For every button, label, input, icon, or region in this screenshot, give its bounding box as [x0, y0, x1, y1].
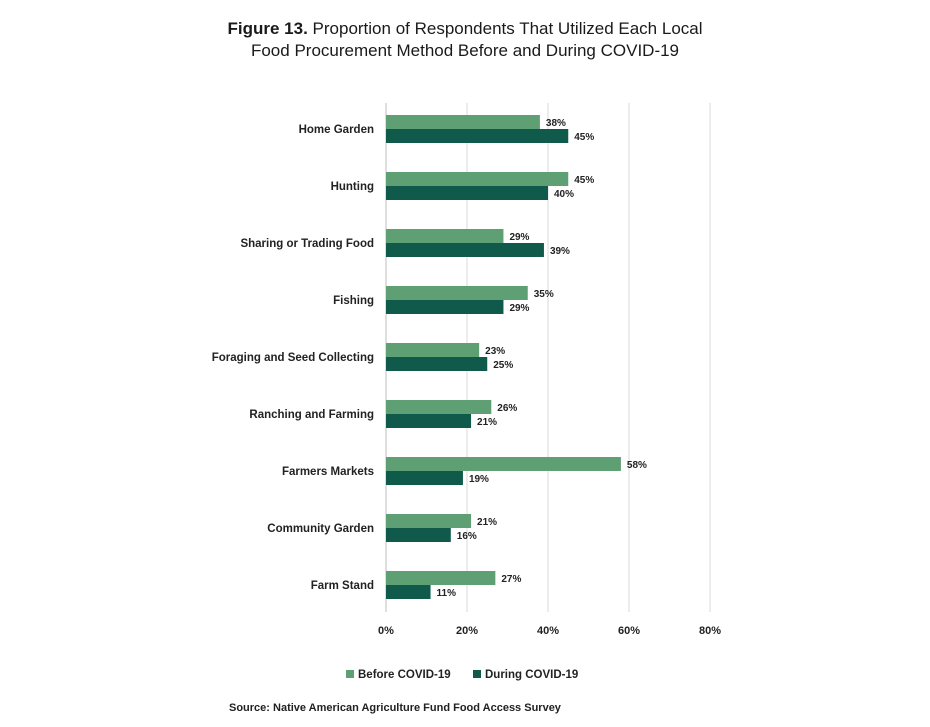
chart-title: Figure 13. Proportion of Respondents Tha… — [0, 18, 930, 62]
data-label-before-fishing: 35% — [534, 289, 554, 300]
title-text-1: Proportion of Respondents That Utilized … — [312, 19, 703, 38]
data-label-before-foraging-and-seed-collecting: 23% — [485, 346, 505, 357]
bar-before-home-garden — [386, 115, 540, 129]
data-label-before-hunting: 45% — [574, 175, 594, 186]
bar-during-community-garden — [386, 528, 451, 542]
data-label-during-farmers-markets: 19% — [469, 474, 489, 485]
bar-during-farmers-markets — [386, 471, 463, 485]
data-label-during-ranching-and-farming: 21% — [477, 417, 497, 428]
data-label-before-sharing-or-trading-food: 29% — [509, 232, 529, 243]
data-label-during-fishing: 29% — [509, 303, 529, 314]
x-tick-label-0: 0% — [378, 625, 394, 637]
legend-label-during: During COVID-19 — [485, 669, 578, 681]
x-tick-label-80: 80% — [699, 625, 721, 637]
bar-during-home-garden — [386, 129, 569, 143]
category-label-fishing: Fishing — [333, 295, 374, 307]
title-text-2: Food Procurement Method Before and Durin… — [250, 41, 680, 60]
data-label-during-sharing-or-trading-food: 39% — [550, 246, 570, 257]
category-label-home-garden: Home Garden — [299, 124, 374, 136]
category-label-ranching-and-farming: Ranching and Farming — [249, 409, 374, 421]
data-label-before-farmers-markets: 58% — [627, 460, 647, 471]
category-label-hunting: Hunting — [331, 181, 374, 193]
bar-during-fishing — [386, 300, 504, 314]
bar-during-ranching-and-farming — [386, 414, 472, 428]
data-label-before-home-garden: 38% — [546, 118, 566, 129]
category-label-farm-stand: Farm Stand — [311, 580, 374, 592]
bar-before-fishing — [386, 286, 528, 300]
bar-during-sharing-or-trading-food — [386, 243, 544, 257]
bar-before-hunting — [386, 172, 569, 186]
x-tick-label-40: 40% — [537, 625, 559, 637]
bar-before-farmers-markets — [386, 457, 621, 471]
category-label-sharing-or-trading-food: Sharing or Trading Food — [240, 238, 374, 250]
category-label-foraging-and-seed-collecting: Foraging and Seed Collecting — [212, 352, 374, 364]
source-note: Source: Native American Agriculture Fund… — [229, 702, 561, 714]
data-label-during-farm-stand: 11% — [437, 588, 457, 599]
bar-during-farm-stand — [386, 585, 431, 599]
data-label-before-farm-stand: 27% — [501, 574, 521, 585]
bar-during-foraging-and-seed-collecting — [386, 357, 488, 371]
category-label-farmers-markets: Farmers Markets — [282, 466, 374, 478]
bar-during-hunting — [386, 186, 548, 200]
legend-label-before: Before COVID-19 — [358, 669, 451, 681]
chart-title-line-1: Figure 13. Proportion of Respondents Tha… — [0, 18, 930, 40]
figure-number: Figure 13. — [227, 19, 308, 38]
bar-before-foraging-and-seed-collecting — [386, 343, 480, 357]
x-tick-label-60: 60% — [618, 625, 640, 637]
data-label-before-ranching-and-farming: 26% — [497, 403, 517, 414]
bar-before-farm-stand — [386, 571, 496, 585]
bar-before-ranching-and-farming — [386, 400, 492, 414]
legend-swatch-before — [346, 670, 354, 678]
bar-before-community-garden — [386, 514, 472, 528]
bar-before-sharing-or-trading-food — [386, 229, 504, 243]
data-label-before-community-garden: 21% — [477, 517, 497, 528]
legend-swatch-during — [473, 670, 481, 678]
data-label-during-community-garden: 16% — [457, 531, 477, 542]
data-label-during-foraging-and-seed-collecting: 25% — [493, 360, 513, 371]
x-tick-label-20: 20% — [456, 625, 478, 637]
data-label-during-home-garden: 45% — [574, 132, 594, 143]
data-label-during-hunting: 40% — [554, 189, 574, 200]
category-label-community-garden: Community Garden — [267, 523, 374, 535]
